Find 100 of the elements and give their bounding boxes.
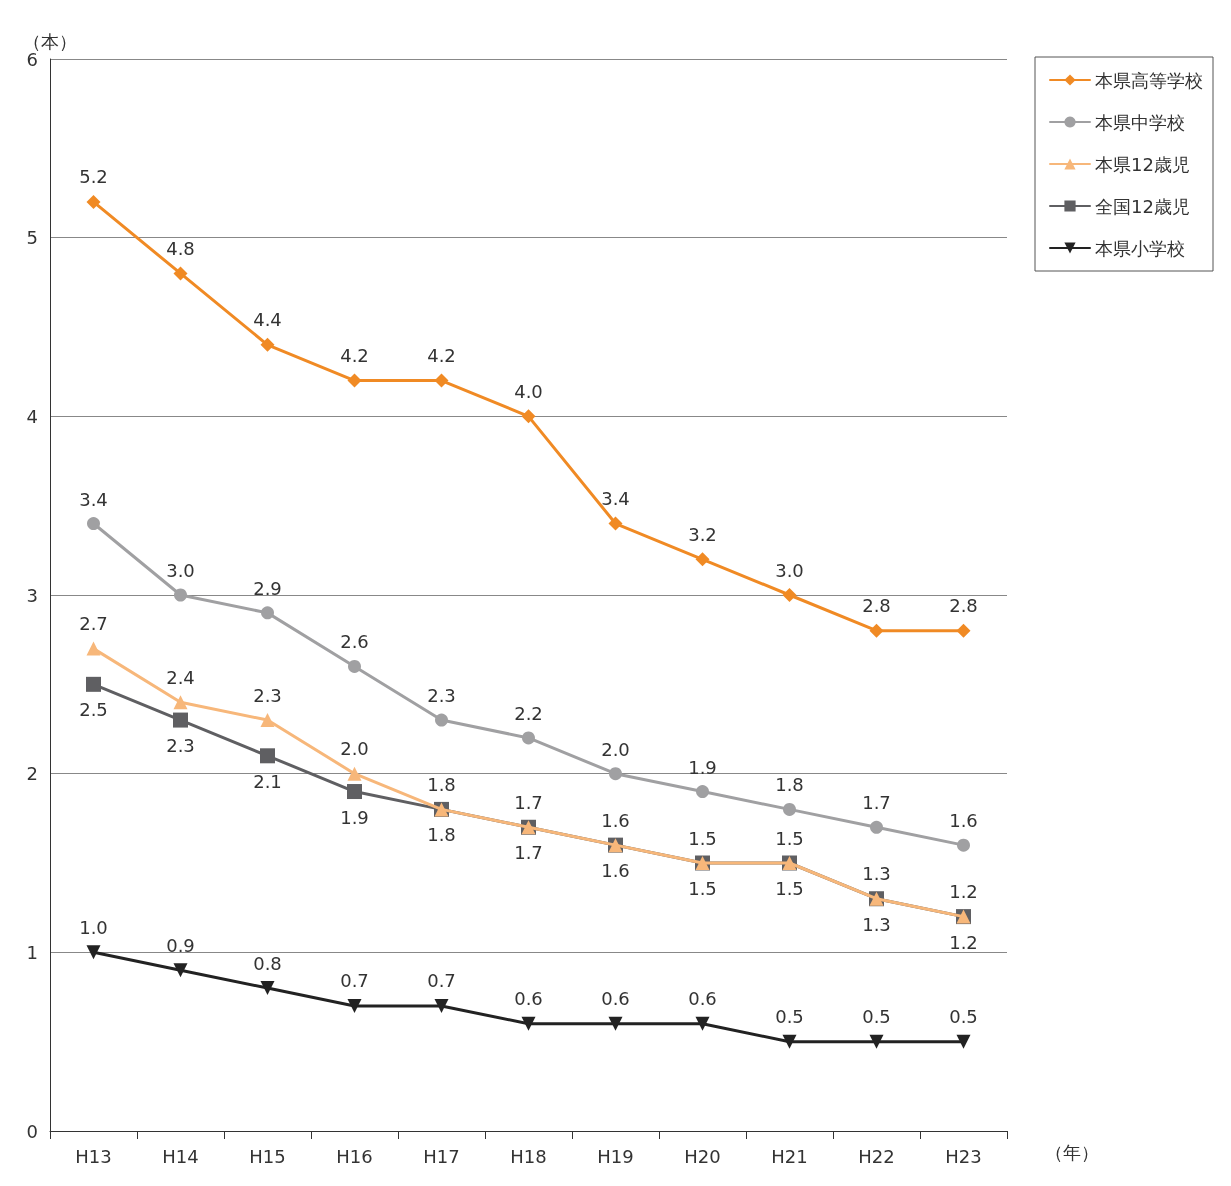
point: [348, 659, 361, 673]
data-label: 0.6: [601, 988, 630, 1010]
y-tick-label: 3: [26, 584, 38, 606]
data-label: 2.0: [601, 738, 630, 760]
data-label: 2.0: [340, 738, 369, 760]
y-tick-label: 5: [26, 227, 38, 249]
point: [782, 588, 797, 602]
point: [260, 748, 275, 764]
data-label: 2.8: [862, 595, 891, 617]
data-label: 3.0: [166, 560, 195, 581]
point: [260, 981, 275, 996]
point: [260, 713, 275, 728]
data-label: 4.0: [514, 380, 543, 402]
point: [173, 266, 188, 281]
data-label: 1.9: [340, 806, 369, 828]
data-label: 4.4: [253, 309, 282, 331]
data-label: 1.5: [688, 827, 717, 849]
data-label: 2.6: [340, 631, 369, 653]
data-label: 2.2: [514, 702, 543, 724]
data-label: 1.8: [427, 773, 456, 795]
point: [173, 695, 188, 710]
point: [435, 713, 448, 727]
point: [86, 945, 101, 960]
data-label: 0.5: [862, 1006, 891, 1028]
data-label: 3.0: [775, 559, 804, 581]
point: [695, 1016, 710, 1031]
data-label: 0.5: [775, 1006, 804, 1028]
data-label: 1.6: [601, 809, 630, 831]
point: [86, 641, 101, 656]
point: [956, 1034, 971, 1049]
data-label: 0.9: [166, 934, 195, 956]
point: [869, 623, 884, 638]
x-tick-label: H13: [75, 1145, 112, 1167]
point: [521, 1016, 536, 1031]
data-label: 1.5: [688, 878, 717, 899]
x-tick-label: H17: [423, 1145, 460, 1167]
x-tick-label: H15: [249, 1145, 286, 1167]
x-tick-label: H23: [945, 1145, 982, 1167]
data-label: 0.5: [949, 1006, 978, 1028]
point: [609, 767, 622, 781]
legend-label: 本県12歳児: [1095, 153, 1190, 175]
point: [956, 623, 971, 638]
data-label: 2.3: [166, 735, 195, 757]
point: [957, 838, 970, 852]
x-axis-title: （年）: [1045, 1141, 1099, 1163]
data-label: 1.8: [427, 824, 456, 846]
data-label: 4.8: [166, 237, 195, 259]
y-tick-label: 0: [26, 1120, 38, 1142]
x-tick-label: H22: [858, 1145, 895, 1167]
data-label: 1.3: [862, 913, 891, 935]
data-label: 1.8: [775, 774, 804, 796]
point: [608, 516, 623, 531]
data-label: 1.2: [949, 931, 978, 953]
x-tick-label: H16: [336, 1145, 373, 1167]
data-label: 4.2: [427, 345, 456, 367]
x-tick-label: H19: [597, 1145, 634, 1167]
y-tick-label: 4: [26, 405, 38, 427]
data-label: 1.7: [514, 842, 543, 864]
point: [521, 409, 536, 424]
data-label: 1.6: [949, 810, 978, 832]
data-label: 3.2: [688, 523, 717, 545]
data-label: 5.2: [79, 166, 108, 188]
point: [174, 588, 187, 602]
data-label: 2.1: [253, 770, 282, 792]
data-label: 4.2: [340, 345, 369, 367]
data-label: 1.5: [775, 878, 804, 899]
data-label: 2.8: [949, 595, 978, 617]
data-label: 0.7: [427, 970, 456, 992]
legend-label: 本県小学校: [1095, 237, 1185, 259]
point: [870, 820, 883, 834]
data-label: 3.4: [601, 488, 630, 510]
point: [261, 606, 274, 620]
point: [522, 731, 535, 745]
data-label: 1.3: [862, 863, 891, 885]
point: [86, 194, 101, 209]
data-label: 2.7: [79, 613, 108, 635]
legend-label: 全国12歳児: [1095, 195, 1190, 217]
data-label: 2.3: [427, 685, 456, 707]
point: [782, 1034, 797, 1049]
point: [695, 552, 710, 567]
data-label: 2.9: [253, 577, 282, 599]
data-label: 0.6: [514, 988, 543, 1010]
point: [86, 676, 101, 692]
point: [173, 712, 188, 728]
x-tick-label: H18: [510, 1145, 547, 1167]
point: [347, 373, 362, 388]
legend-label: 本県高等学校: [1095, 69, 1203, 91]
data-label: 2.5: [79, 699, 108, 721]
point: [260, 337, 275, 352]
y-tick-label: 1: [26, 941, 38, 963]
data-label: 1.5: [775, 827, 804, 849]
data-label: 2.4: [166, 666, 195, 688]
point: [173, 963, 188, 978]
data-label: 1.6: [601, 860, 630, 882]
point: [696, 785, 709, 799]
data-label: 3.4: [79, 488, 108, 510]
point: [434, 998, 449, 1013]
point: [783, 802, 796, 816]
y-tick-label: 2: [26, 763, 38, 785]
x-tick-label: H20: [684, 1145, 721, 1167]
